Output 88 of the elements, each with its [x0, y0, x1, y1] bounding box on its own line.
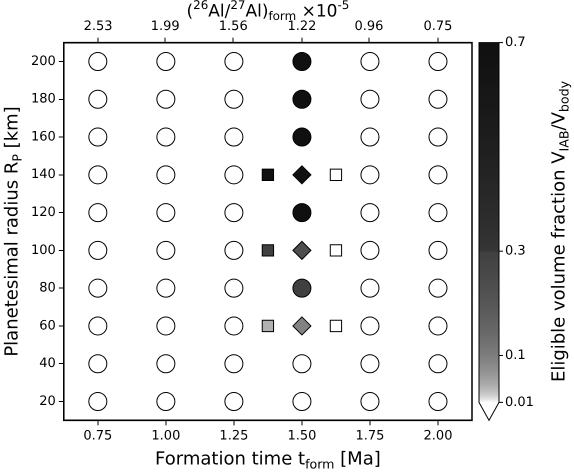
- point: [330, 168, 342, 181]
- x-tick-label: 1.00: [151, 428, 180, 444]
- color-bar-label: 0.01: [505, 394, 534, 410]
- point: [360, 128, 380, 147]
- y-tick-label: 160: [30, 129, 56, 144]
- point: [156, 165, 176, 184]
- point: [292, 354, 312, 374]
- x-tick-label: 1.50: [287, 428, 316, 444]
- point: [224, 203, 244, 222]
- y-tick-label: 120: [30, 204, 56, 220]
- point: [262, 320, 274, 332]
- color-bar-label: 0.7: [505, 34, 526, 50]
- point: [88, 165, 108, 184]
- point: [88, 278, 108, 298]
- point: [156, 90, 176, 109]
- point: [224, 165, 244, 184]
- point: [156, 278, 176, 298]
- y-tick-label: 100: [30, 242, 56, 258]
- point: [428, 165, 448, 184]
- point: [156, 240, 176, 260]
- point: [224, 52, 244, 71]
- x2-tick-label: 0.96: [354, 19, 384, 34]
- point: [360, 90, 380, 109]
- x-tick-label: 2.00: [424, 428, 452, 444]
- point: [360, 392, 380, 412]
- point: [330, 244, 342, 257]
- y-tick-label: 180: [30, 92, 56, 107]
- point: [156, 354, 176, 374]
- y-axis-title: Planetesimal radius RP [km]: [2, 106, 25, 357]
- x2-tick-label: 2.53: [84, 19, 113, 34]
- point: [428, 354, 448, 374]
- x-tick-label: 1.25: [219, 428, 248, 444]
- y-tick-label: 80: [39, 280, 56, 296]
- y-tick-label: 140: [30, 167, 56, 182]
- point: [360, 165, 380, 184]
- point: [224, 354, 244, 374]
- point: [88, 392, 108, 412]
- point: [428, 52, 448, 71]
- point: [360, 240, 380, 260]
- point: [428, 240, 448, 260]
- point: [88, 240, 108, 260]
- point: [224, 128, 244, 147]
- point: [156, 392, 176, 412]
- point: [360, 52, 380, 71]
- y-tick-label: 60: [39, 318, 56, 334]
- point: [360, 354, 380, 374]
- point: [360, 316, 380, 336]
- point: [156, 128, 176, 147]
- point: [224, 392, 244, 412]
- point: [224, 316, 244, 336]
- color-bar-label: 0.1: [505, 348, 526, 363]
- point: [224, 278, 244, 298]
- point: [428, 392, 448, 412]
- point: [330, 320, 342, 332]
- color-bar-title: Eligible volume fraction VIAB/Vbody: [548, 80, 572, 382]
- point: [428, 278, 448, 298]
- y-tick-label: 200: [30, 54, 56, 69]
- color-bar-label: 0.3: [505, 244, 526, 259]
- x2-tick-label: 0.75: [423, 19, 452, 34]
- point: [224, 90, 244, 109]
- point: [88, 90, 108, 109]
- point: [360, 203, 380, 222]
- point: [292, 165, 312, 184]
- point: [428, 203, 448, 222]
- point: [88, 203, 108, 222]
- point: [428, 90, 448, 109]
- point: [88, 52, 108, 71]
- x2-tick-label: 1.22: [287, 19, 316, 34]
- point: [292, 278, 312, 298]
- x2-tick-label: 1.99: [150, 19, 180, 34]
- point: [156, 316, 176, 336]
- point: [428, 316, 448, 336]
- point: [156, 203, 176, 222]
- point: [292, 392, 312, 412]
- point: [88, 354, 108, 374]
- y-tick-label: 40: [39, 356, 56, 372]
- point: [428, 128, 448, 147]
- point: [262, 244, 274, 257]
- point: [156, 52, 176, 71]
- point: [292, 240, 312, 260]
- x-tick-label: 1.75: [355, 428, 384, 444]
- point: [224, 240, 244, 260]
- point: [88, 128, 108, 147]
- point: [88, 316, 108, 336]
- point: [292, 316, 312, 336]
- x-tick-label: 0.75: [83, 428, 112, 444]
- point: [360, 278, 380, 298]
- y-tick-label: 20: [39, 394, 56, 409]
